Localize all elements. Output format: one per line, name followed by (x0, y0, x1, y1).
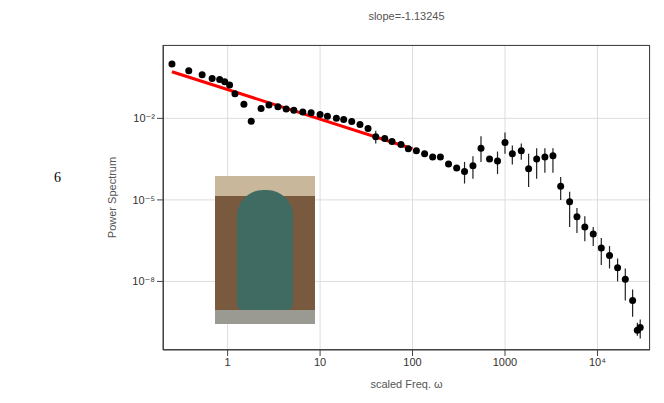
svg-text:1000: 1000 (493, 356, 517, 368)
html-text:6: 6 (54, 170, 61, 185)
html-text:slope=-1.13245: slope=-1.13245 (368, 10, 445, 22)
svg-text:1: 1 (225, 356, 231, 368)
svg-text:100: 100 (403, 356, 421, 368)
svg-text:scaled Freq. ω: scaled Freq. ω (370, 378, 443, 390)
svg-text:10⁻⁵: 10⁻⁵ (132, 194, 155, 206)
svg-text:10: 10 (314, 356, 326, 368)
svg-text:Power Spectrum: Power Spectrum (106, 157, 118, 238)
svg-text:10⁴: 10⁴ (589, 356, 606, 368)
svg-text:10⁻²: 10⁻² (133, 112, 155, 124)
svg-text:10⁻⁸: 10⁻⁸ (132, 275, 155, 287)
